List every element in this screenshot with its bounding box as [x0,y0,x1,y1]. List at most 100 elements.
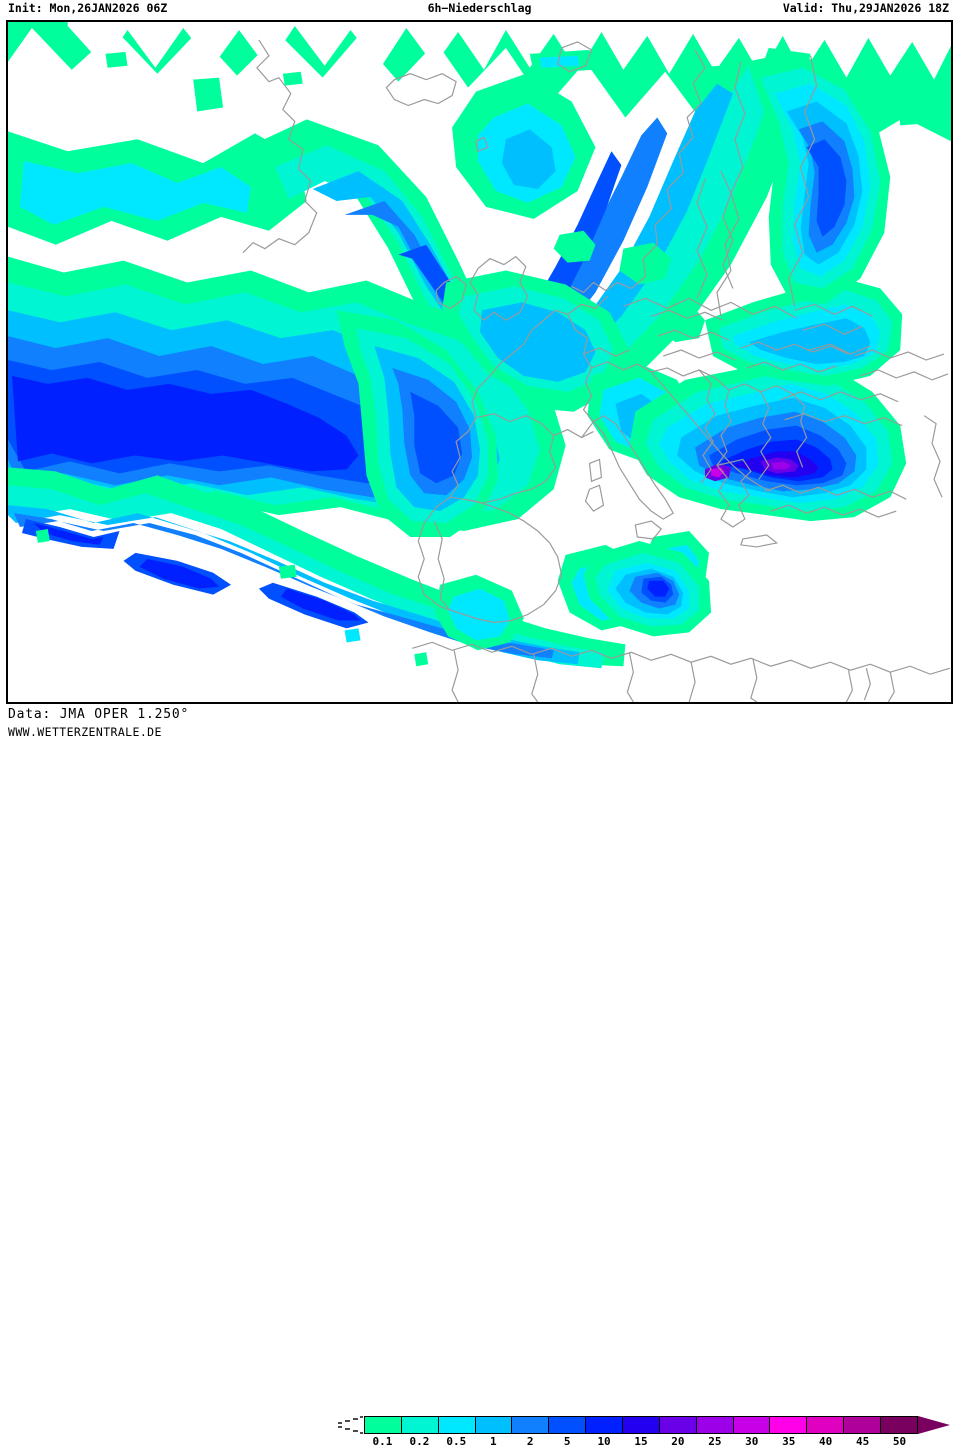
color-scale-tick-label: 2 [526,1435,534,1448]
color-scale-ticklabels: 0.1 0.2 0.5 1 2 5 10 15 20 25 30 35 40 45 50 [336,1434,950,1448]
color-scale-segment [844,1417,882,1433]
precip-sw-dot-1 [35,529,50,543]
color-scale-tick-label: 15 [634,1435,648,1448]
coast-norway [571,49,706,294]
map-geography [242,39,951,702]
border-baltics [794,303,873,355]
precip-iceland-blue [501,129,556,190]
precip-baltic-cell-1 [619,242,672,285]
site-url-label: WWW.WETTERZENTRALE.DE [8,725,162,739]
border-balkans-2 [698,369,716,484]
coast-crete [740,534,779,548]
precip-biscay-core [410,391,463,484]
coast-adriatic [650,371,772,492]
color-scale-segment [365,1417,402,1433]
border-nafrica-4 [688,662,696,702]
color-scale-segment [807,1417,845,1433]
color-scale-tick-label: 0.5 [446,1435,467,1448]
color-scale-segment [549,1417,587,1433]
precip-scandinavia-lblue [312,83,733,374]
precip-north-dot-5 [695,65,721,82]
precip-azores-core6 [280,588,361,621]
coast-greece [715,458,752,528]
color-scale-tick-label: 10 [597,1435,611,1448]
precip-azores-core4 [139,558,220,589]
precip-north-dot-6 [898,97,927,126]
trace-amount-marker [338,1416,363,1434]
precip-contours [8,22,951,669]
border-finland-russia [788,55,818,307]
coast-turkey [764,484,907,518]
color-scale-tick-label: 45 [855,1435,870,1448]
precip-easteurope-core2 [806,139,847,237]
precip-sw-dot-4 [344,628,361,643]
color-scale-segment [770,1417,808,1433]
precip-baltic-cell-3 [553,230,596,263]
coast-greenland [242,39,318,254]
color-scale-segment [512,1417,550,1433]
color-scale-legend: 0.1 0.2 0.5 1 2 5 10 15 20 25 30 35 40 45 50 [336,1416,950,1448]
color-scale-tick-label: 1 [489,1435,497,1448]
coast-sardinia [584,484,605,512]
border-portugal [433,520,451,611]
border-balkans-3 [728,383,808,468]
coast-iberia [417,496,563,624]
color-scale-segment [696,1417,734,1433]
border-nafrica-3 [626,652,634,702]
color-scale-segment [438,1417,476,1433]
scale-overflow-wedge [918,1416,950,1434]
precip-north-dot-1 [193,77,224,112]
precip-greenland-sw-cyan [19,161,251,225]
precip-north-dot-3 [105,51,128,68]
color-scale-tick-label: 50 [892,1435,907,1448]
color-scale-tick-label: 5 [563,1435,571,1448]
map-canvas[interactable] [8,22,951,702]
overflow-triangle [918,1416,950,1434]
precip-northsea-lblue [479,302,596,382]
border-france [463,413,594,504]
coast-britain [469,255,529,322]
border-nafrica-1 [451,650,459,702]
border-nafrica-5 [750,658,758,702]
border-balkans-4 [758,391,772,480]
coast-ireland [435,275,467,310]
precip-azores-band-lblue [8,505,580,665]
color-scale-bar[interactable] [364,1416,918,1434]
color-scale-segment [401,1417,439,1433]
coast-italy [592,414,674,520]
precip-azores-core2 [33,523,104,545]
map-frame [6,20,953,704]
precip-balkans-north-blue [748,318,871,364]
coast-sicily [634,520,663,540]
coast-faroe [475,136,489,153]
page-title: 6h−Niederschlag [427,1,532,15]
precip-north-dot-7 [539,55,580,68]
color-scale-tick-label: 20 [671,1435,685,1448]
coast-baltic [623,297,797,319]
precip-sw-dot-2 [278,564,297,579]
precip-north-dot-2 [282,71,303,86]
color-scale-tick-label: 40 [819,1435,833,1448]
coast-western-europe [449,295,608,498]
color-scale-segment [881,1417,918,1433]
coast-blacksea [780,391,903,427]
coast-caspian [923,415,943,498]
color-scale-tick-label: 25 [708,1435,722,1448]
data-source-label: Data: JMA OPER 1.250° [8,707,190,722]
color-scale-tick-label: 0.2 [409,1435,430,1448]
precip-band-arctic-fade [67,22,951,80]
coast-corsica [588,458,603,483]
map-header: Init: Mon,26JAN2026 06Z 6h−Niederschlag … [0,0,959,17]
init-timestamp: Init: Mon,26JAN2026 06Z [8,1,168,15]
coast-north-africa [412,641,951,675]
precip-scandinavia-cyan [274,61,779,392]
precipitation-contour-svg [8,22,951,702]
precip-iberia-cell-1-cyan [448,588,510,641]
color-scale-tick-label: 35 [782,1435,796,1448]
border-russia-s [854,349,949,381]
border-poland [651,309,736,361]
precip-baltic-cell-2 [659,304,706,343]
precip-balkans-purple [770,461,791,470]
coast-bothnia [696,170,734,299]
coast-iceland [385,73,457,107]
